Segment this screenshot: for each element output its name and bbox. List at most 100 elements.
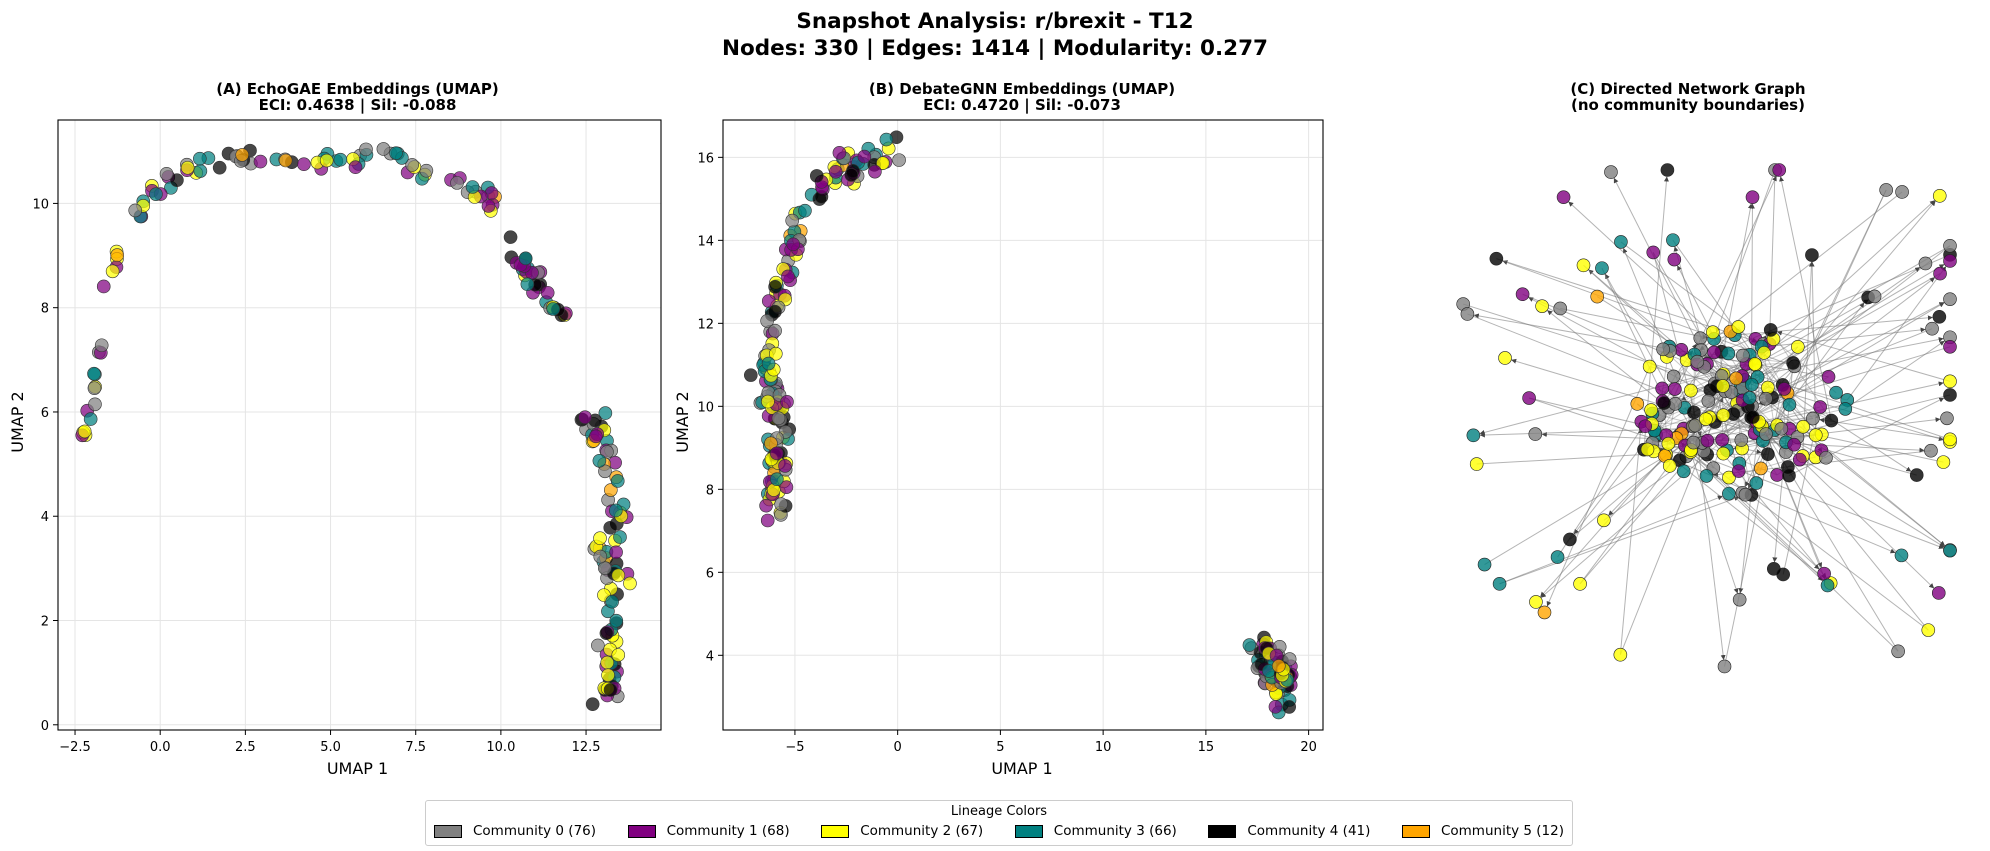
panel-a-point [87, 381, 102, 395]
panel-b-xtick-label: 20 [1300, 740, 1317, 755]
network-node [1891, 644, 1905, 659]
network-node [1736, 348, 1750, 363]
panel-a-ytick-label: 0 [41, 719, 49, 734]
panel-a-point [604, 483, 618, 497]
panel-b-point [761, 294, 776, 308]
panel-b-point [1268, 700, 1283, 714]
network-edge [1540, 454, 1708, 598]
network-node [1604, 165, 1618, 179]
panel-a-title-line1: (A) EchoGAE Embeddings (UMAP) [216, 80, 498, 98]
network-edge [1540, 363, 1747, 598]
panel-a-point [253, 154, 268, 169]
panel-a-point [593, 531, 607, 546]
panel-b-ytick-label: 6 [706, 566, 714, 581]
network-node [1642, 359, 1657, 374]
panel-a-point [235, 148, 249, 162]
network-node [1489, 251, 1504, 266]
panel-a-point [212, 160, 227, 175]
network-edge [1776, 330, 1951, 382]
network-node [1808, 428, 1823, 442]
panel-a-point [623, 576, 637, 591]
panel-a-point [193, 164, 208, 178]
panel-b-point [879, 132, 894, 147]
panel-a: (A) EchoGAE Embeddings (UMAP) ECI: 0.463… [8, 80, 662, 778]
network-node [1925, 321, 1939, 336]
network-node [1699, 412, 1713, 426]
panel-b-ytick-label: 4 [706, 649, 714, 664]
network-node [1932, 310, 1947, 324]
suptitle-line2: Nodes: 330 | Edges: 1414 | Modularity: 0… [722, 36, 1268, 61]
panel-a-ytick-label: 6 [41, 406, 49, 421]
panel-b-ytick-label: 14 [697, 234, 714, 249]
legend-swatch [821, 824, 850, 838]
legend-label: Community 2 (67) [860, 823, 984, 839]
network-edge [1511, 358, 1795, 446]
network-edge [1676, 437, 1820, 570]
network-edge [1738, 421, 1760, 594]
network-node [1699, 469, 1714, 483]
panel-a-point [520, 277, 535, 292]
network-node [1749, 476, 1764, 490]
network-node [1924, 443, 1938, 458]
network-edge [1773, 338, 1837, 394]
panel-a-point [297, 157, 311, 172]
panel-b-point [768, 304, 782, 319]
panel-b-point [857, 149, 872, 164]
panel-a-point [376, 142, 391, 156]
network-node [1787, 437, 1801, 452]
network-node [1717, 659, 1732, 674]
network-node [1469, 457, 1484, 471]
network-node [1909, 468, 1924, 482]
network-node [1932, 189, 1947, 203]
panel-a-title-line2: ECI: 0.4638 | Sil: -0.088 [259, 96, 457, 115]
network-edge [1845, 340, 1945, 410]
network-node [1817, 566, 1831, 581]
network-node [1721, 346, 1736, 361]
panel-b-point [768, 323, 782, 338]
panel-a-point [94, 338, 109, 353]
panel-a-point [87, 366, 101, 381]
panel-b-xtick-label: 5 [996, 740, 1004, 755]
network-node [1879, 183, 1893, 197]
panel-b-axes-frame [722, 119, 1324, 731]
legend-item: Community 4 (41) [1208, 823, 1370, 839]
panel-b-point [760, 314, 774, 328]
network-node [1716, 408, 1731, 422]
network-node [1931, 586, 1946, 600]
panel-a-point [546, 302, 561, 316]
panel-a-point [159, 167, 174, 181]
network-edge [1730, 331, 1814, 419]
panel-a-point [110, 248, 125, 262]
panel-b-point [768, 280, 782, 294]
network-edge [1724, 200, 1935, 392]
network-node [1684, 383, 1698, 398]
network-node [1943, 254, 1957, 268]
network-node [1656, 342, 1670, 357]
network-edge [1819, 417, 1951, 440]
panel-b-point [770, 472, 784, 486]
panel-a-point [601, 668, 615, 682]
panel-a-point [180, 160, 195, 175]
panel-a-ylabel: UMAP 2 [8, 391, 27, 452]
network-node [1597, 513, 1611, 528]
network-node [1759, 427, 1773, 441]
panel-a-point [598, 561, 612, 575]
network-node [1716, 379, 1730, 393]
panel-a-point [610, 474, 625, 488]
legend-item: Community 5 (12) [1401, 823, 1564, 839]
panel-a-point [585, 697, 600, 711]
network-node [1722, 486, 1736, 501]
network-node [1657, 396, 1671, 410]
panel-b-point [809, 169, 824, 183]
network-edge [1668, 443, 1944, 549]
panel-b-xtick-label: 15 [1198, 740, 1215, 755]
panel-a-xlabel: UMAP 1 [327, 759, 388, 778]
network-edge [1715, 169, 1776, 333]
network-node [1742, 391, 1757, 405]
panel-a-point [405, 158, 419, 172]
panel-b-point [832, 146, 847, 160]
network-edge [1738, 245, 1951, 411]
network-edge [1652, 252, 1702, 437]
network-node [1943, 292, 1957, 306]
panel-b-point [768, 346, 783, 361]
